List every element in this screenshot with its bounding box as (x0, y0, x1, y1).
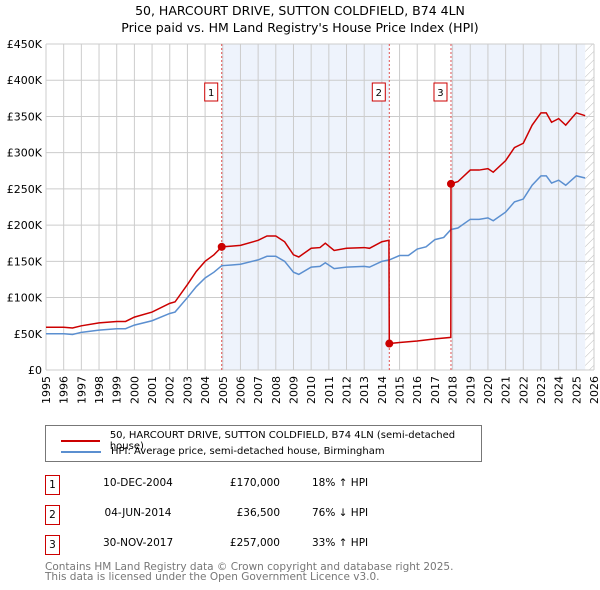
legend-label: HPI: Average price, semi-detached house,… (111, 446, 385, 457)
footer-line: Contains HM Land Registry data © Crown c… (45, 561, 454, 573)
sale-label: 3 (437, 88, 443, 99)
subtitle-line: Price paid vs. HM Land Registry's House … (121, 20, 479, 35)
sale-point (217, 242, 226, 251)
x-tick-label: 2005 (217, 376, 230, 404)
x-tick-label: 2012 (341, 376, 354, 404)
x-tick-label: 2021 (500, 376, 513, 404)
y-tick-label: £200K (7, 219, 43, 232)
x-tick-label: 2002 (164, 376, 177, 404)
x-tick-label: 1999 (111, 376, 124, 404)
forecast-hatch (585, 44, 594, 370)
x-tick-label: 2001 (146, 376, 159, 404)
x-tick-label: 2024 (553, 376, 566, 404)
legend-swatch (61, 440, 100, 442)
legend-item-hpi: HPI: Average price, semi-detached house,… (61, 446, 385, 457)
legend-item-price: 50, HARCOURT DRIVE, SUTTON COLDFIELD, B7… (61, 430, 481, 452)
sale-badge: 2 (45, 505, 60, 525)
x-tick-label: 2023 (535, 376, 548, 404)
sale-hpi: 33% ↑ HPI (312, 537, 369, 549)
x-tick-label: 1996 (58, 376, 71, 404)
sale-date: 04-JUN-2014 (104, 507, 172, 519)
x-tick-label: 2007 (252, 376, 265, 404)
footer: Contains HM Land Registry data © Crown c… (45, 561, 454, 583)
legend: 50, HARCOURT DRIVE, SUTTON COLDFIELD, B7… (45, 425, 482, 462)
sale-price: £257,000 (229, 537, 280, 549)
y-tick-label: £300K (7, 147, 43, 160)
sale-label-box (371, 82, 386, 102)
x-tick-label: 2015 (394, 376, 407, 404)
sale-badge: 1 (45, 475, 60, 495)
y-tick-label: £100K (7, 292, 43, 305)
x-tick-label: 2017 (429, 376, 442, 404)
x-tick-label: 2010 (305, 376, 318, 404)
y-tick-label: £350K (7, 110, 43, 123)
sale-label: 1 (208, 88, 214, 99)
x-tick-label: 2003 (181, 376, 194, 404)
x-tick-label: 2022 (517, 376, 530, 404)
x-tick-label: 2018 (447, 376, 460, 404)
sale-label-box (433, 82, 448, 102)
x-tick-label: 2004 (199, 376, 212, 404)
x-tick-label: 2020 (482, 376, 495, 404)
x-tick-label: 1995 (40, 376, 53, 404)
legend-label: 50, HARCOURT DRIVE, SUTTON COLDFIELD, B7… (109, 430, 456, 452)
sale-badge: 3 (45, 535, 60, 555)
x-tick-label: 2008 (270, 376, 283, 404)
y-tick-label: £450K (7, 38, 43, 51)
chart-title: 50, HARCOURT DRIVE, SUTTON COLDFIELD, B7… (0, 2, 600, 36)
title-line: 50, HARCOURT DRIVE, SUTTON COLDFIELD, B7… (135, 3, 465, 18)
x-tick-label: 2014 (376, 376, 389, 404)
sale-hpi: 76% ↓ HPI (312, 507, 369, 519)
y-tick-label: £250K (7, 183, 43, 196)
footer-line: This data is licensed under the Open Gov… (45, 571, 380, 583)
legend-swatch (61, 450, 101, 453)
x-tick-label: 2026 (588, 376, 600, 404)
price-paid-line (46, 111, 586, 345)
shaded-period (450, 44, 586, 370)
x-tick-label: 2009 (287, 376, 300, 404)
x-tick-label: 2006 (234, 376, 247, 404)
y-tick-label: £0 (28, 364, 42, 377)
sale-price: £36,500 (236, 507, 280, 519)
x-tick-label: 2019 (464, 376, 477, 404)
hpi-line (46, 175, 586, 336)
x-tick-label: 2025 (570, 376, 583, 404)
x-tick-label: 2016 (411, 376, 424, 404)
x-tick-label: 2011 (323, 376, 336, 404)
y-tick-label: £150K (7, 255, 43, 268)
sale-date: 30-NOV-2017 (103, 537, 174, 549)
price-chart: 1 2 3 1995 1996 1997 1998 1999 2000 2001 2002 2003 2… (7, 38, 600, 404)
x-tick-label: 2000 (128, 376, 141, 404)
sale-price: £170,000 (229, 477, 280, 489)
sale-date: 10-DEC-2004 (103, 477, 173, 489)
y-tick-label: £400K (7, 74, 43, 87)
shaded-period (221, 44, 390, 370)
sale-point (446, 179, 455, 188)
sale-hpi: 18% ↑ HPI (312, 477, 369, 489)
x-tick-label: 2013 (358, 376, 371, 404)
x-tick-label: 1998 (93, 376, 106, 404)
x-tick-label: 1997 (75, 376, 88, 404)
sale-label: 2 (376, 88, 382, 99)
y-tick-label: £50K (14, 328, 43, 341)
sale-label-box (204, 82, 219, 102)
sale-point (385, 339, 394, 348)
